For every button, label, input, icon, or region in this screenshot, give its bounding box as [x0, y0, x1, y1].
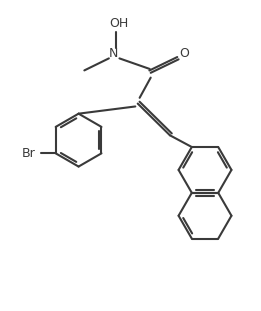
Text: OH: OH — [109, 17, 128, 30]
Text: N: N — [109, 47, 118, 60]
Text: Br: Br — [22, 147, 35, 160]
Text: O: O — [179, 47, 189, 60]
